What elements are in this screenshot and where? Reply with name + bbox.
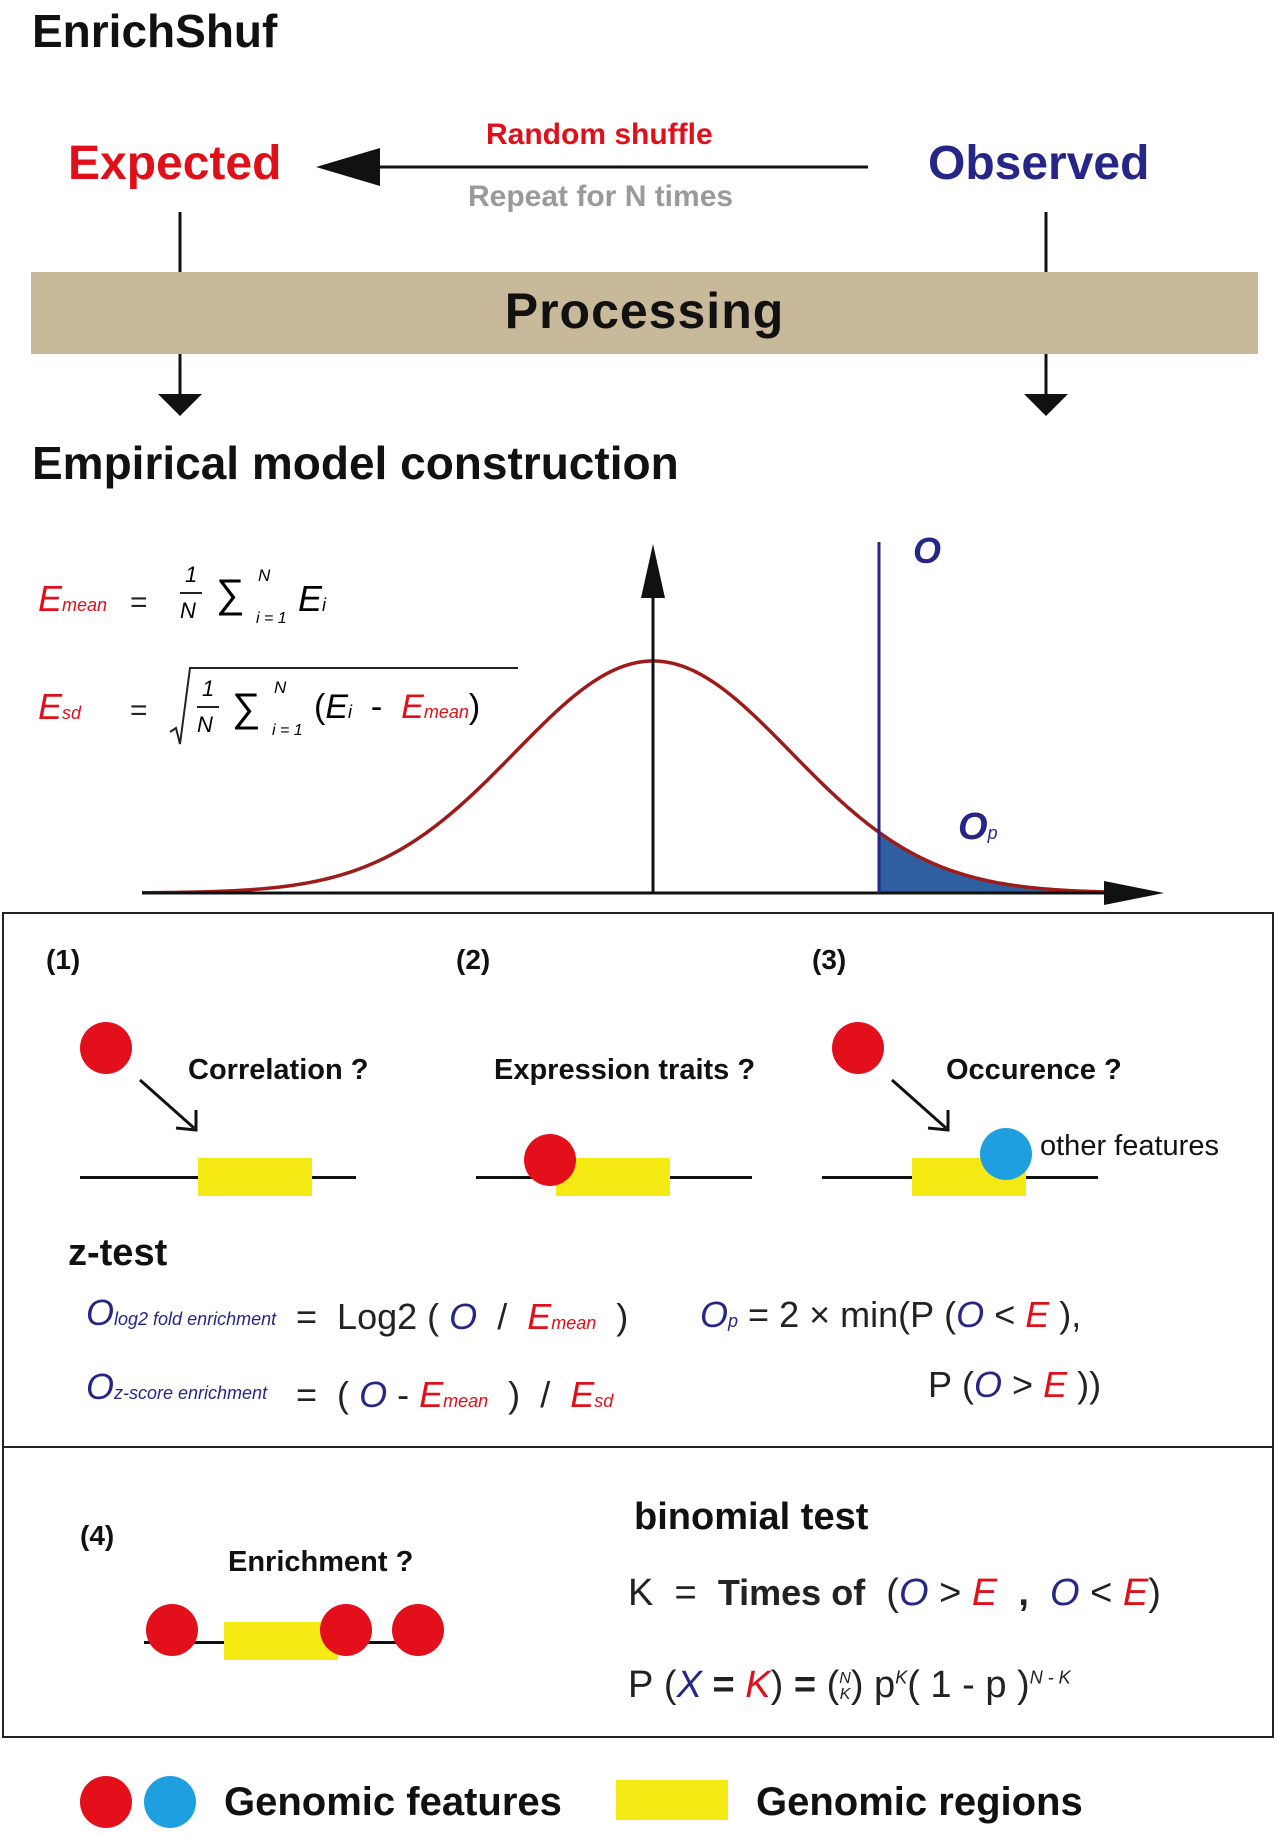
ztest-title: z-test [68,1232,168,1274]
log2-rhs: = Log2 ( O / Emean ) [296,1296,629,1337]
test-4-number: (4) [80,1520,115,1551]
feature-dot [832,1022,884,1074]
emean-frac-bar [180,592,202,594]
legend-features-label: Genomic features [224,1780,562,1824]
esd-equals: = [130,694,148,727]
zscore-formula: Oz-score enrichment [86,1366,268,1407]
processing-bar: Processing [31,272,1258,354]
o-marker-label: O [913,530,942,571]
log2-formula: Olog2 fold enrichment [86,1292,277,1333]
shuffle-arrowhead [316,148,380,186]
test-3-number: (3) [812,944,847,975]
page-title: EnrichShuf [32,5,278,57]
legend-regions-label: Genomic regions [756,1780,1083,1824]
expected-down-arrowhead [158,394,202,416]
observed-down-arrowhead [1024,394,1068,416]
esd-lower: i = 1 [272,722,303,739]
op-marker-label: Op [958,806,998,848]
y-axis-arrowhead [641,544,665,598]
emean-sum: ∑ [216,572,245,616]
genomic-region [224,1622,338,1660]
feature-dot [524,1134,576,1186]
emean-frac-den: N [180,598,196,623]
feature-dot [80,1022,132,1074]
legend-blue-dot [144,1776,196,1828]
x-axis-arrowhead [1104,881,1164,905]
occurence-arrow [891,1078,950,1132]
correlation-label: Correlation ? [188,1054,369,1086]
k-formula: K = Times of (O > E , O < E) [628,1572,1161,1614]
genomic-region [198,1158,312,1196]
correlation-arrow [139,1078,198,1132]
esd-formula: Esd [38,686,82,727]
distribution-plot [141,542,1164,905]
emean-formula: Emean [38,578,108,619]
repeat-label: Repeat for N times [468,180,734,213]
emean-term: Ei [298,578,327,619]
legend-yellow-rect [616,1780,728,1820]
flow-arrows [158,148,1068,416]
esd-frac-bar [197,706,219,708]
binomial-title: binomial test [634,1496,869,1538]
binomial-panel [2,1446,1274,1738]
legend-red-dot [80,1776,132,1828]
feature-dot [320,1604,372,1656]
esd-frac-den: N [197,712,213,737]
test-1-number: (1) [46,944,81,975]
enrichment-label: Enrichment ? [228,1546,414,1578]
emean-sup: N [258,566,271,585]
other-feature-dot [980,1128,1032,1180]
normal-curve [141,659,1131,895]
op-formula-line2: P (O > E )) [928,1364,1102,1405]
feature-dot [392,1604,444,1656]
expression-traits-label: Expression traits ? [494,1054,756,1086]
zscore-rhs: = ( O - Emean ) / Esd [296,1374,614,1415]
emean-lower: i = 1 [256,610,287,627]
empirical-heading: Empirical model construction [32,437,679,489]
p-formula: P (X = K) = (N K) pK( 1 - p )N - K [628,1664,1071,1706]
op-formula: Op = 2 × min(P (O < E ), [700,1294,1082,1335]
random-shuffle-label: Random shuffle [486,118,713,151]
feature-dot [146,1604,198,1656]
processing-label: Processing [504,283,785,339]
sqrt-sign [169,667,518,745]
other-features-label: other features [1040,1130,1219,1162]
esd-frac-num: 1 [202,676,215,701]
emean-equals: = [130,586,148,619]
esd-term: (Ei - Emean) [314,688,481,726]
test-2-number: (2) [456,944,491,975]
occurence-label: Occurence ? [946,1054,1122,1086]
observed-label: Observed [928,137,1150,190]
right-tail-area [879,832,1060,893]
esd-sup: N [274,678,287,697]
emean-frac-num: 1 [185,562,198,587]
expected-label: Expected [68,137,282,190]
esd-sum: ∑ [232,686,261,730]
